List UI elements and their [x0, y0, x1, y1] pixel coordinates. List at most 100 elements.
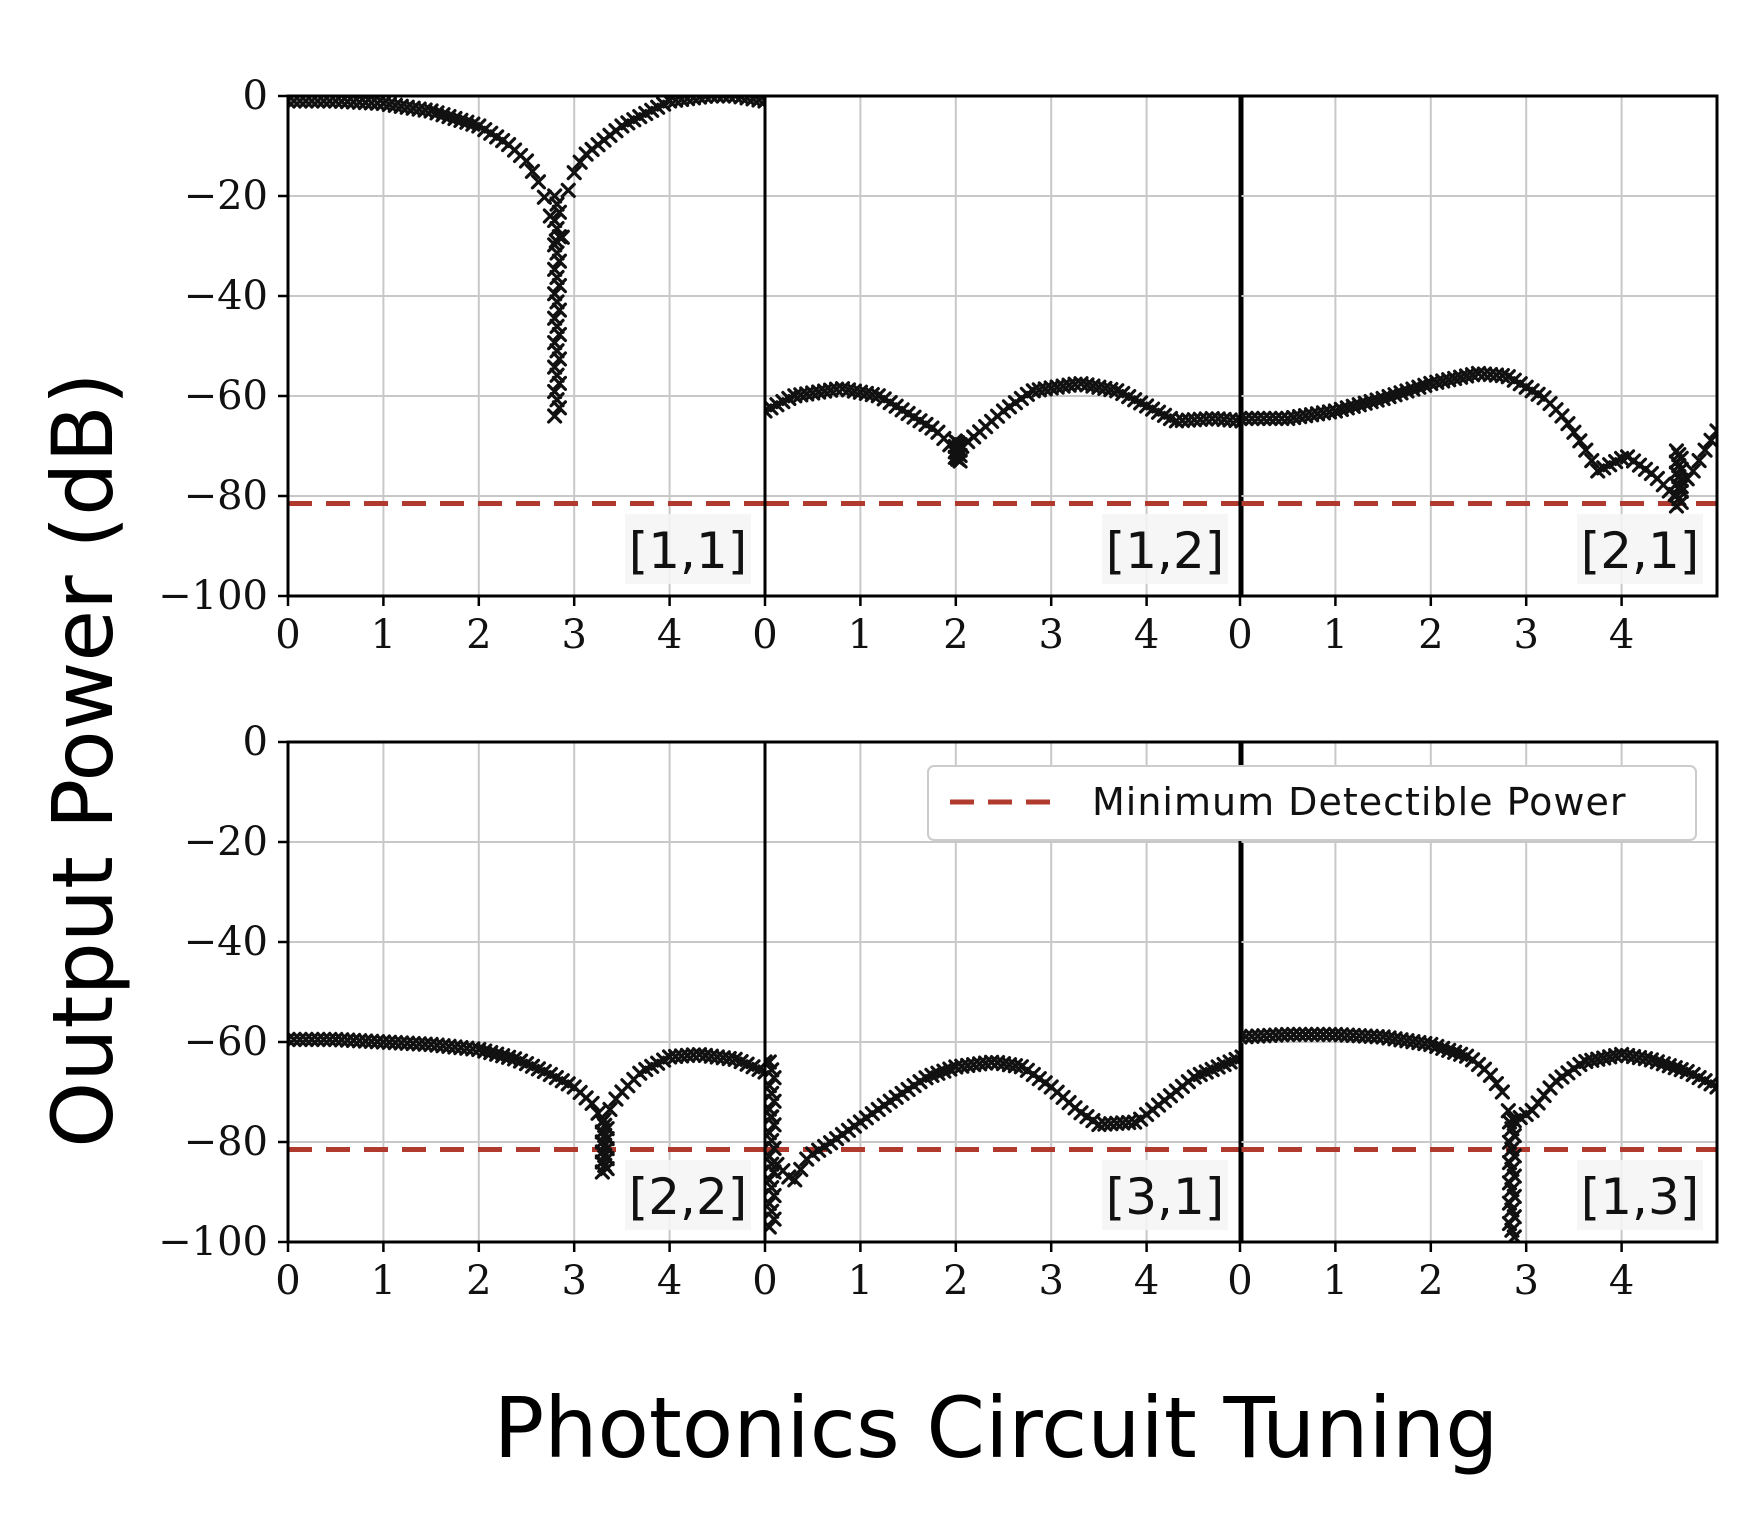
panel-label-bg: [625, 514, 751, 584]
x-tick-label: 0: [1227, 1258, 1252, 1304]
legend: Minimum Detectible Power: [927, 765, 1697, 841]
panel-1-1: 0 1 2 3 4 0 −20 −40 −60 −80 −100 [1,1]: [158, 73, 767, 658]
data-point: [787, 1172, 803, 1188]
data-point: [594, 1164, 610, 1180]
tick-marks: [278, 740, 671, 1252]
panel-label-bg: [1102, 514, 1228, 584]
tick-marks: [1238, 596, 1623, 606]
x-tick-label: 3: [1513, 1258, 1538, 1304]
x-tick-label: 2: [466, 612, 491, 658]
x-tick-label: 0: [275, 612, 300, 658]
data-point: [566, 165, 582, 181]
x-tick-label: 0: [752, 612, 777, 658]
data-point: [530, 174, 547, 190]
tick-marks: [1238, 1242, 1623, 1252]
panel-frame: [763, 94, 1244, 598]
data-point: [766, 1140, 782, 1157]
y-tick-label: −20: [184, 173, 268, 219]
data-point: [1703, 432, 1717, 448]
data-point: [1494, 1084, 1510, 1100]
x-tick-label: 4: [657, 612, 682, 658]
panel-3-1: 0 1 2 3 4 [3,1]: [752, 740, 1244, 1304]
y-tick-label: −40: [184, 919, 268, 965]
data-point: [766, 1093, 782, 1109]
y-tick-label: 0: [243, 73, 268, 119]
data-point: [679, 96, 696, 107]
data-point: [1584, 452, 1600, 469]
panel-2-2: 0 1 2 3 4 0 −20 −40 −60 −80 −100 [2,2]: [158, 719, 767, 1304]
x-tick-label: 2: [1418, 612, 1443, 658]
data-point: [1709, 1079, 1717, 1095]
data-markers: [288, 1031, 765, 1180]
data-point: [757, 1064, 765, 1080]
data-markers: [1240, 1026, 1717, 1242]
data-point: [1488, 1076, 1504, 1092]
y-tick-label: −20: [184, 819, 268, 865]
data-markers: [765, 376, 1242, 469]
data-point: [602, 1101, 618, 1118]
panel-label: [2,1]: [1581, 522, 1700, 580]
data-point: [1482, 1067, 1499, 1083]
panel-label-bg: [625, 1160, 751, 1230]
x-tick-label: 4: [1134, 612, 1159, 658]
data-point: [766, 1164, 782, 1180]
panel-label: [3,1]: [1106, 1168, 1225, 1226]
data-point: [766, 1187, 782, 1204]
data-point: [551, 204, 568, 220]
data-point: [547, 408, 563, 424]
data-point: [673, 96, 690, 108]
panel-label-bg: [1102, 1160, 1228, 1230]
data-markers: [1240, 365, 1717, 514]
legend-box: [927, 765, 1697, 841]
data-point: [1691, 452, 1707, 469]
x-tick-label: 0: [752, 1258, 777, 1304]
x-tick-label: 0: [1227, 612, 1252, 658]
panel-label-bg: [1577, 1160, 1703, 1230]
data-point: [551, 351, 568, 367]
data-point: [551, 375, 568, 392]
data-point: [1234, 413, 1242, 429]
panel-frame: [1238, 94, 1719, 598]
x-tick-label: 3: [1038, 612, 1063, 658]
panel-1-2: 0 1 2 3 4 [1,2]: [752, 94, 1244, 658]
data-point: [952, 453, 968, 469]
x-tick-label: 4: [1609, 612, 1634, 658]
x-tick-label: 4: [657, 1258, 682, 1304]
x-tick-label: 2: [466, 1258, 491, 1304]
legend-entry-label: Minimum Detectible Power: [1092, 780, 1626, 824]
data-point: [1560, 416, 1576, 432]
x-tick-label: 4: [1609, 1258, 1634, 1304]
data-point: [551, 400, 568, 416]
data-point: [551, 229, 568, 245]
x-tick-label: 1: [371, 1258, 396, 1304]
panel-label: [1,1]: [629, 522, 748, 580]
panel-label: [1,3]: [1581, 1168, 1700, 1226]
x-tick-label: 1: [848, 1258, 873, 1304]
x-tick-label: 3: [561, 612, 586, 658]
x-tick-label: 2: [943, 1258, 968, 1304]
x-tick-label: 4: [1134, 1258, 1159, 1304]
tick-marks: [278, 94, 671, 606]
y-tick-label: −80: [184, 473, 268, 519]
x-tick-label: 1: [1323, 1258, 1348, 1304]
panel-2-1: 0 1 2 3 4 [2,1]: [1227, 94, 1719, 658]
x-tick-label: 1: [1323, 612, 1348, 658]
panel-frame: [1238, 740, 1719, 1244]
x-tick-label: 1: [848, 612, 873, 658]
y-tick-label: −60: [184, 1019, 268, 1065]
data-point: [766, 1070, 782, 1086]
data-point: [551, 302, 568, 318]
x-tick-label: 1: [371, 612, 396, 658]
data-point: [1234, 1049, 1242, 1065]
panel-label: [1,2]: [1106, 522, 1225, 580]
data-point: [766, 1211, 782, 1227]
panel-label-bg: [1577, 514, 1703, 584]
x-axis-title: Photonics Circuit Tuning: [494, 1379, 1499, 1477]
data-point: [551, 253, 568, 269]
data-point: [685, 96, 702, 106]
x-tick-label: 3: [1038, 1258, 1063, 1304]
x-tick-label: 0: [275, 1258, 300, 1304]
y-tick-label: 0: [243, 719, 268, 765]
panel-grid: [1240, 96, 1717, 596]
